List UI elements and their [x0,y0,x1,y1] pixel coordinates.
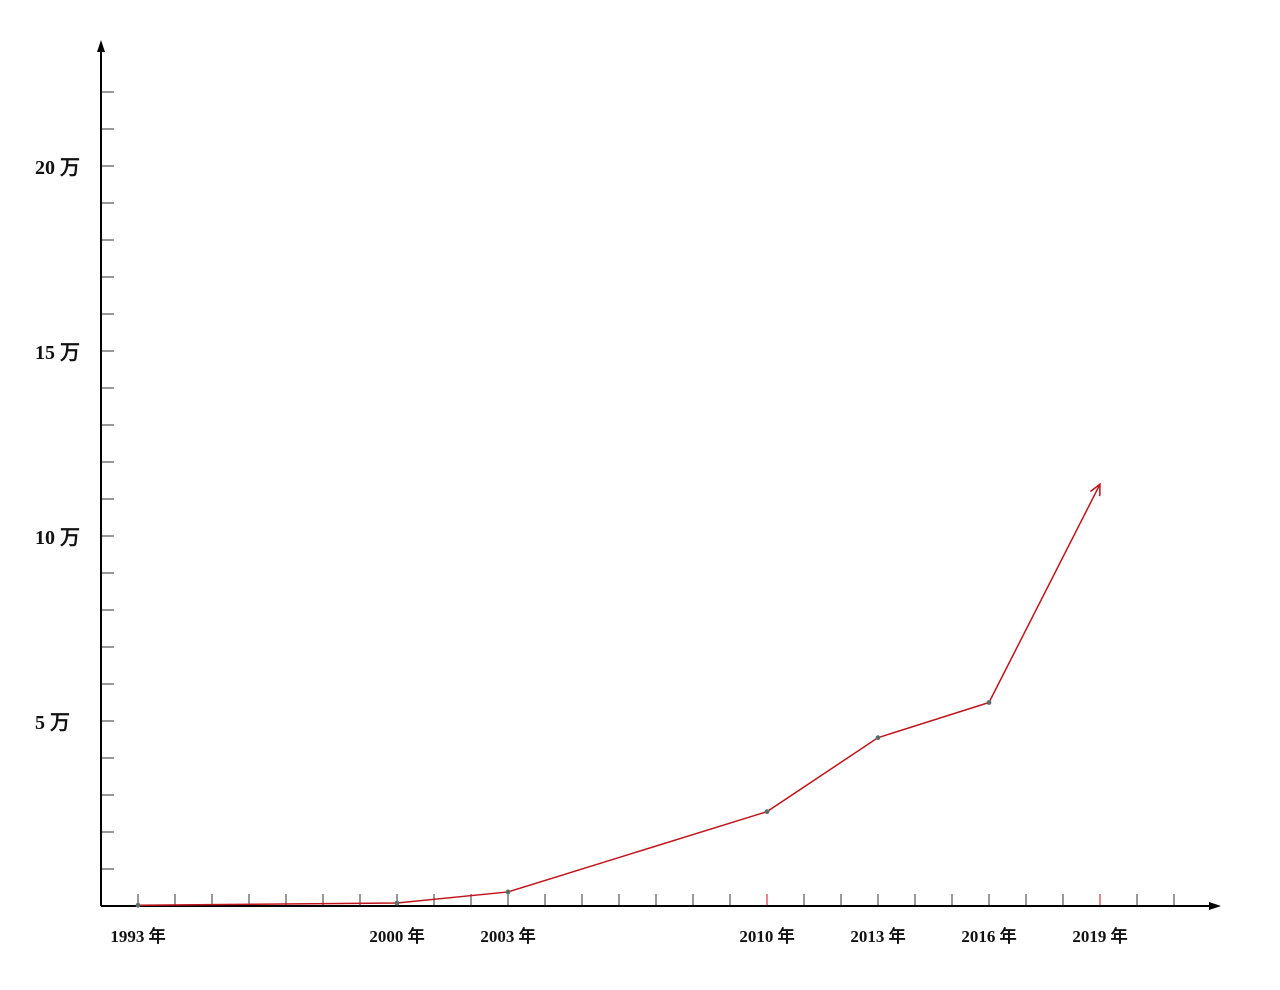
y-tick-label: 20 万 [35,157,80,179]
data-point [135,902,141,908]
x-tick-label: 2003 年 [480,926,535,946]
data-point [505,889,511,895]
x-tick-label: 2013 年 [850,926,905,946]
y-tick-label: 15 万 [35,342,80,364]
data-point [764,809,770,815]
y-tick-label: 10 万 [35,527,80,549]
x-tick-label: 2010 年 [739,926,794,946]
data-point [394,900,400,906]
x-tick-label: 1993 年 [110,926,165,946]
series-line [137,701,990,907]
x-tick-labels: 1993 年 2000 年 2003 年 2010 年 2013 年 2016 年 2019… [110,926,1127,946]
x-tick-label: 2000 年 [369,926,424,946]
y-tick-label: 5 万 [35,712,70,734]
series-layer [135,482,1101,908]
x-tick-label: 2019 年 [1072,926,1127,946]
y-tick-labels: 5 万 10 万 15 万 20 万 [35,157,80,734]
y-minor-ticks [101,91,114,870]
data-point [986,700,992,705]
data-point [875,735,881,741]
x-axis-arrowhead [1209,902,1221,910]
projection-arrowhead [1089,482,1101,497]
y-axis-arrowhead [97,40,105,52]
projection-line [988,483,1101,703]
x-tick-label: 2016 年 [961,926,1016,946]
